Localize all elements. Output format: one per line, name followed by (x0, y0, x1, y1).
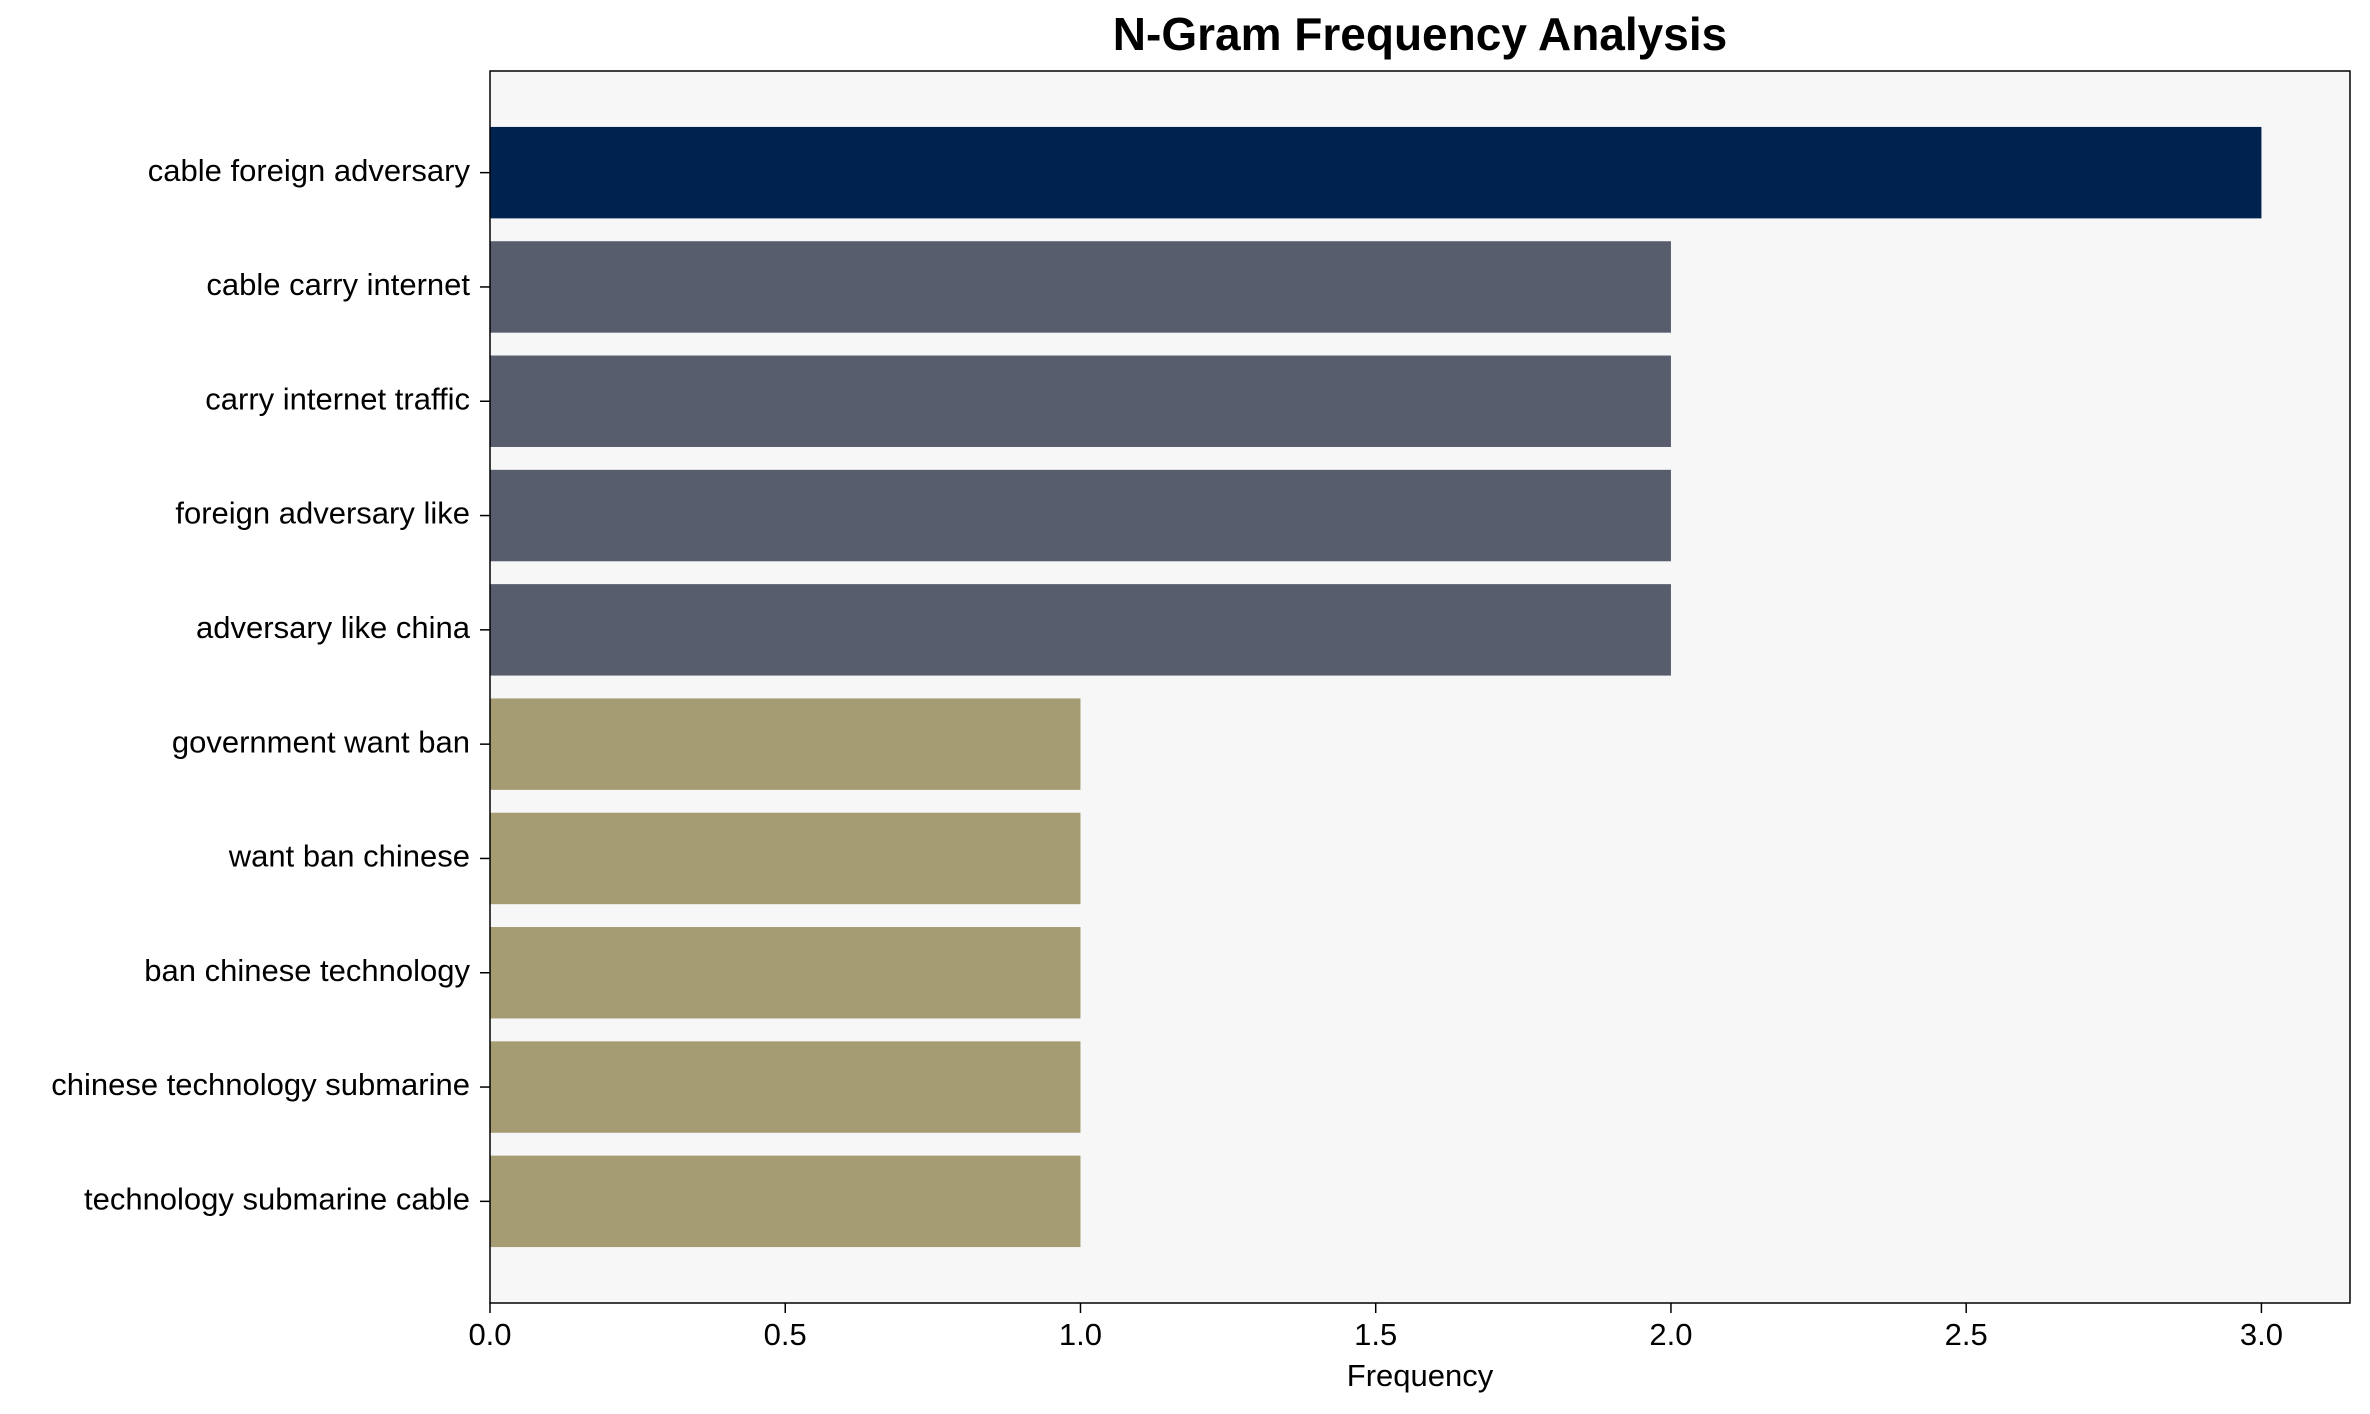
y-tick-label: cable carry internet (206, 267, 470, 302)
bar (490, 126, 2262, 219)
x-tick-label: 1.0 (1059, 1317, 1102, 1352)
bar (490, 698, 1081, 790)
x-tick-label: 0.5 (764, 1317, 807, 1352)
y-tick-label: chinese technology submarine (51, 1067, 470, 1102)
bar (490, 355, 1671, 447)
y-tick-label: carry internet traffic (205, 381, 470, 416)
y-tick-label: government want ban (172, 724, 470, 759)
bar (490, 1155, 1081, 1248)
x-tick-label: 3.0 (2240, 1317, 2283, 1352)
bar (490, 469, 1671, 562)
x-tick-label: 2.5 (1945, 1317, 1988, 1352)
y-tick-label: cable foreign adversary (148, 153, 471, 188)
chart-title: N-Gram Frequency Analysis (1113, 8, 1727, 60)
bar (490, 241, 1671, 333)
x-tick-label: 2.0 (1649, 1317, 1692, 1352)
y-tick-label: want ban chinese (228, 839, 470, 874)
y-tick-label: adversary like china (196, 610, 471, 645)
y-tick-label: ban chinese technology (144, 953, 470, 988)
bar (490, 927, 1081, 1019)
plot-frame (489, 70, 2351, 1304)
y-tick-label: technology submarine cable (84, 1182, 470, 1217)
bar (490, 812, 1081, 905)
bar (490, 584, 1671, 676)
y-tick-label: foreign adversary like (175, 496, 470, 531)
bar (490, 1041, 1081, 1133)
x-tick-label: 1.5 (1354, 1317, 1397, 1352)
x-axis-label: Frequency (1347, 1358, 1494, 1393)
x-tick-label: 0.0 (468, 1317, 511, 1352)
